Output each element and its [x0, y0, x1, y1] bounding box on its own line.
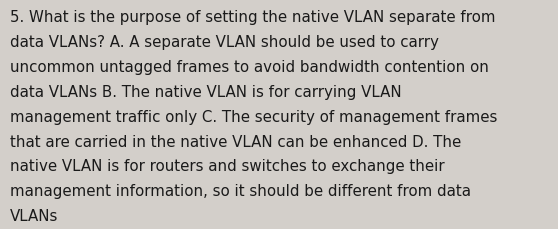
Text: VLANs: VLANs — [10, 208, 59, 223]
Text: data VLANs B. The native VLAN is for carrying VLAN: data VLANs B. The native VLAN is for car… — [10, 85, 402, 99]
Text: uncommon untagged frames to avoid bandwidth contention on: uncommon untagged frames to avoid bandwi… — [10, 60, 489, 75]
Text: that are carried in the native VLAN can be enhanced D. The: that are carried in the native VLAN can … — [10, 134, 461, 149]
Text: native VLAN is for routers and switches to exchange their: native VLAN is for routers and switches … — [10, 159, 445, 174]
Text: 5. What is the purpose of setting the native VLAN separate from: 5. What is the purpose of setting the na… — [10, 10, 496, 25]
Text: data VLANs? A. A separate VLAN should be used to carry: data VLANs? A. A separate VLAN should be… — [10, 35, 439, 50]
Text: management traffic only C. The security of management frames: management traffic only C. The security … — [10, 109, 497, 124]
Text: management information, so it should be different from data: management information, so it should be … — [10, 183, 471, 198]
